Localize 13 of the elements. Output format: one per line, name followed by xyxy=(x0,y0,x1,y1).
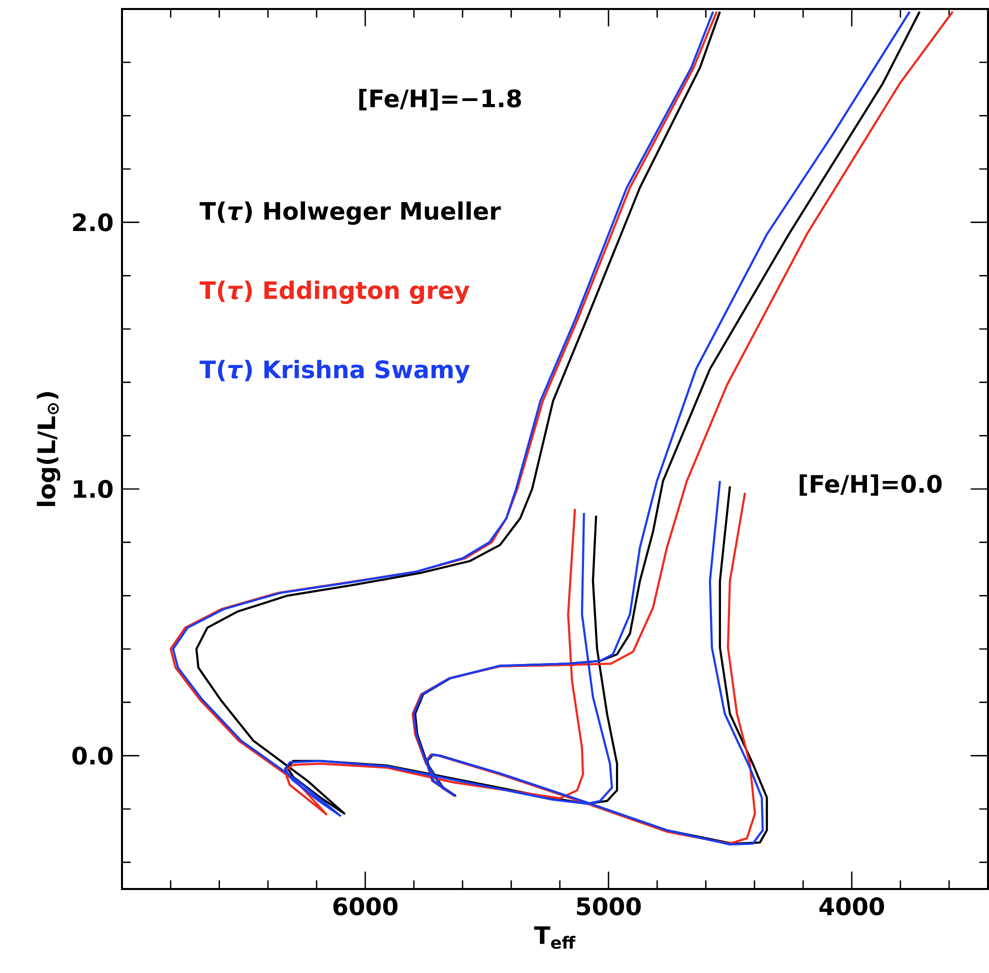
y-axis-title: log(L/L$_{⊙}$) xyxy=(36,392,60,506)
y-tick-label: 2.0 xyxy=(73,213,113,232)
x-tick-label: 4000 xyxy=(819,897,884,916)
y-tick-label: 1.0 xyxy=(74,480,113,498)
annotation: [Fe/H]=−1.8 xyxy=(359,88,521,110)
text: T(τ) Krishna Swamy xyxy=(200,360,470,384)
x-tick-label: 5000 xyxy=(576,897,641,916)
x-axis-title: T$_{eff}$ xyxy=(534,926,576,949)
annotation: [Fe/H]=0.0 xyxy=(800,474,942,496)
y-tick-label: 0.0 xyxy=(72,746,113,765)
text: T(τ) Holweger Mueller xyxy=(200,201,501,225)
text: T(τ) Eddington grey xyxy=(200,280,470,304)
x-tick-label: 6000 xyxy=(333,897,398,916)
